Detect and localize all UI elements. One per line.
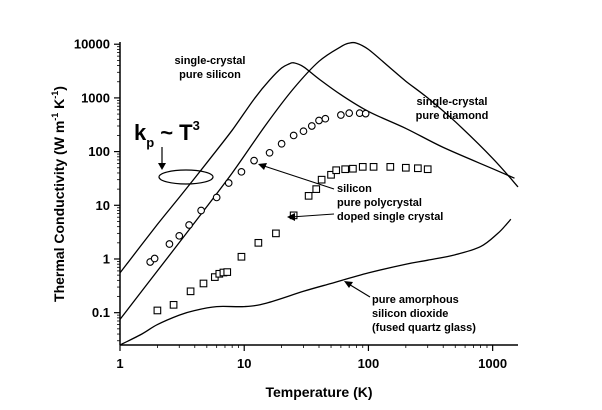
- kp-rest: ~ T: [160, 120, 193, 145]
- circle-point: [345, 109, 354, 118]
- label-single-crystal-silicon: single-crystal pure silicon: [175, 55, 246, 81]
- series-line-1: [119, 41, 519, 320]
- circle-point: [321, 114, 330, 123]
- circle-point: [289, 131, 298, 140]
- series-line-0: [119, 62, 515, 274]
- y-axis-title-sup1: -1: [50, 113, 60, 121]
- label-line: single-crystal: [417, 96, 488, 108]
- kp-ellipse: [158, 169, 214, 185]
- label-single-crystal-diamond: single-crystal pure diamond: [416, 96, 489, 122]
- label-silicon-polycrystal: silicon pure polycrystal: [337, 183, 422, 209]
- arrowhead-amorphous: [344, 281, 353, 288]
- y-tick-label: 1000: [81, 90, 110, 105]
- square-point: [223, 268, 232, 276]
- label-amorphous-sio2: pure amorphous silicon dioxide (fused qu…: [372, 294, 476, 334]
- y-tick-label: 100: [88, 144, 110, 159]
- square-point: [254, 238, 263, 247]
- y-axis-title: Thermal Conductivity (W m-1 K-1): [50, 86, 67, 302]
- square-point: [341, 165, 350, 174]
- square-point: [369, 163, 378, 171]
- kp-label: kp ~ T3: [134, 118, 200, 150]
- square-point: [272, 229, 280, 238]
- square-point: [153, 306, 162, 315]
- circle-point: [315, 116, 323, 125]
- square-point: [349, 164, 357, 173]
- square-point: [327, 170, 335, 179]
- square-point: [304, 191, 313, 200]
- circle-point: [175, 231, 184, 240]
- square-point: [414, 164, 422, 173]
- kp-arrowhead: [158, 163, 166, 170]
- label-line: (fused quartz glass): [372, 322, 476, 334]
- circle-point: [224, 179, 233, 187]
- circle-point: [197, 206, 205, 215]
- axis-ticks: 1 10 100 1000 0.1 1 10 100 1000 10000: [74, 37, 507, 371]
- circle-point: [165, 240, 174, 248]
- kp-sup: 3: [193, 118, 200, 133]
- kp-k: k: [134, 120, 147, 145]
- circle-point: [299, 127, 308, 136]
- y-axis-title-sup2: -1: [50, 91, 60, 99]
- circle-point: [250, 156, 258, 165]
- circle-point: [307, 122, 316, 130]
- label-line: single-crystal: [175, 55, 246, 67]
- label-line: silicon: [337, 183, 372, 195]
- circle-point: [361, 109, 370, 118]
- y-axis-title-end: ): [51, 86, 67, 91]
- kp-t3-annotation: kp ~ T3: [134, 118, 214, 185]
- square-point: [186, 287, 195, 296]
- y-tick-label: 10000: [74, 37, 110, 52]
- arrow-to-amorphous: [346, 282, 371, 298]
- square-point: [169, 300, 178, 309]
- circle-point: [337, 111, 345, 119]
- square-point: [358, 163, 367, 171]
- label-line: doped single crystal: [337, 211, 443, 223]
- arrow-to-doped: [290, 213, 335, 218]
- square-point: [401, 163, 410, 172]
- label-doped-single-crystal: doped single crystal: [337, 211, 443, 223]
- arrowhead-doped: [287, 213, 295, 221]
- callout-arrows: [258, 163, 371, 298]
- kp-sub: p: [146, 135, 154, 150]
- square-point: [423, 165, 432, 174]
- y-tick-label: 1: [103, 251, 110, 266]
- x-tick-label: 10: [237, 356, 251, 371]
- series-layer: [119, 41, 519, 346]
- circle-point: [150, 254, 159, 263]
- arrowhead-polycrystal: [258, 163, 267, 170]
- y-axis-title-mid: K: [51, 99, 67, 113]
- circle-point: [237, 167, 246, 176]
- series-line-2: [119, 218, 512, 346]
- y-tick-label: 0.1: [92, 305, 110, 320]
- y-axis-title-main: Thermal Conductivity (W m: [51, 121, 67, 302]
- label-line: pure polycrystal: [337, 197, 422, 209]
- circle-point: [212, 193, 221, 202]
- x-tick-label: 1: [116, 356, 123, 371]
- circle-point: [185, 221, 193, 229]
- label-line: pure amorphous: [372, 294, 459, 306]
- label-line: silicon dioxide: [372, 308, 448, 320]
- label-line: pure silicon: [179, 69, 241, 81]
- square-point: [237, 252, 246, 261]
- x-axis-title: Temperature (K): [265, 384, 372, 400]
- y-tick-label: 10: [96, 198, 110, 213]
- x-tick-label: 1000: [478, 356, 507, 371]
- arrow-to-polycrystal: [260, 164, 335, 190]
- square-point: [386, 163, 395, 171]
- square-point: [317, 175, 326, 184]
- square-point: [312, 185, 321, 193]
- square-point: [332, 166, 341, 175]
- label-line: pure diamond: [416, 110, 489, 122]
- circle-point: [277, 139, 286, 148]
- square-point: [199, 279, 208, 288]
- markers-layer: [146, 109, 432, 315]
- x-tick-label: 100: [358, 356, 380, 371]
- circle-point: [265, 148, 274, 157]
